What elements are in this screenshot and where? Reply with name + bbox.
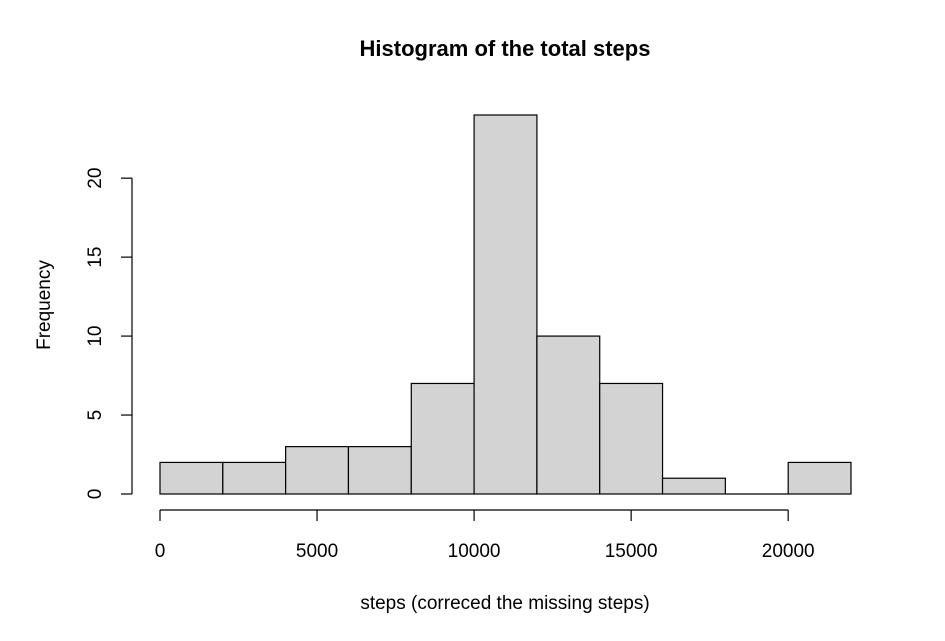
y-tick-label: 15 [85,247,106,268]
y-tick-label: 0 [85,489,106,500]
histogram-bar [787,461,852,495]
histogram-bar [473,114,538,495]
histogram-bar [347,446,412,495]
histogram-bar [661,477,726,495]
x-tick-label: 15000 [605,541,658,562]
x-axis: 0 5000 10000 15000 20000 [155,509,815,562]
y-axis-label: Frequency [34,260,55,350]
x-tick-label: 20000 [762,541,815,562]
bars-layer [159,114,852,495]
histogram-bar [159,461,224,495]
y-axis: 0 5 10 15 20 [85,168,133,500]
y-tick-label: 20 [85,168,106,189]
histogram-bar [536,335,601,495]
histogram-bar [410,382,475,495]
histogram-bar [599,382,664,495]
chart-title: Histogram of the total steps [360,36,651,61]
x-axis-label: steps (correced the missing steps) [360,593,649,614]
x-tick-label: 10000 [448,541,501,562]
histogram-bar [285,446,350,495]
x-tick-label: 0 [155,541,166,562]
x-tick-label: 5000 [296,541,338,562]
y-tick-label: 5 [85,410,106,421]
histogram-bar [222,461,287,495]
y-tick-label: 10 [85,326,106,347]
